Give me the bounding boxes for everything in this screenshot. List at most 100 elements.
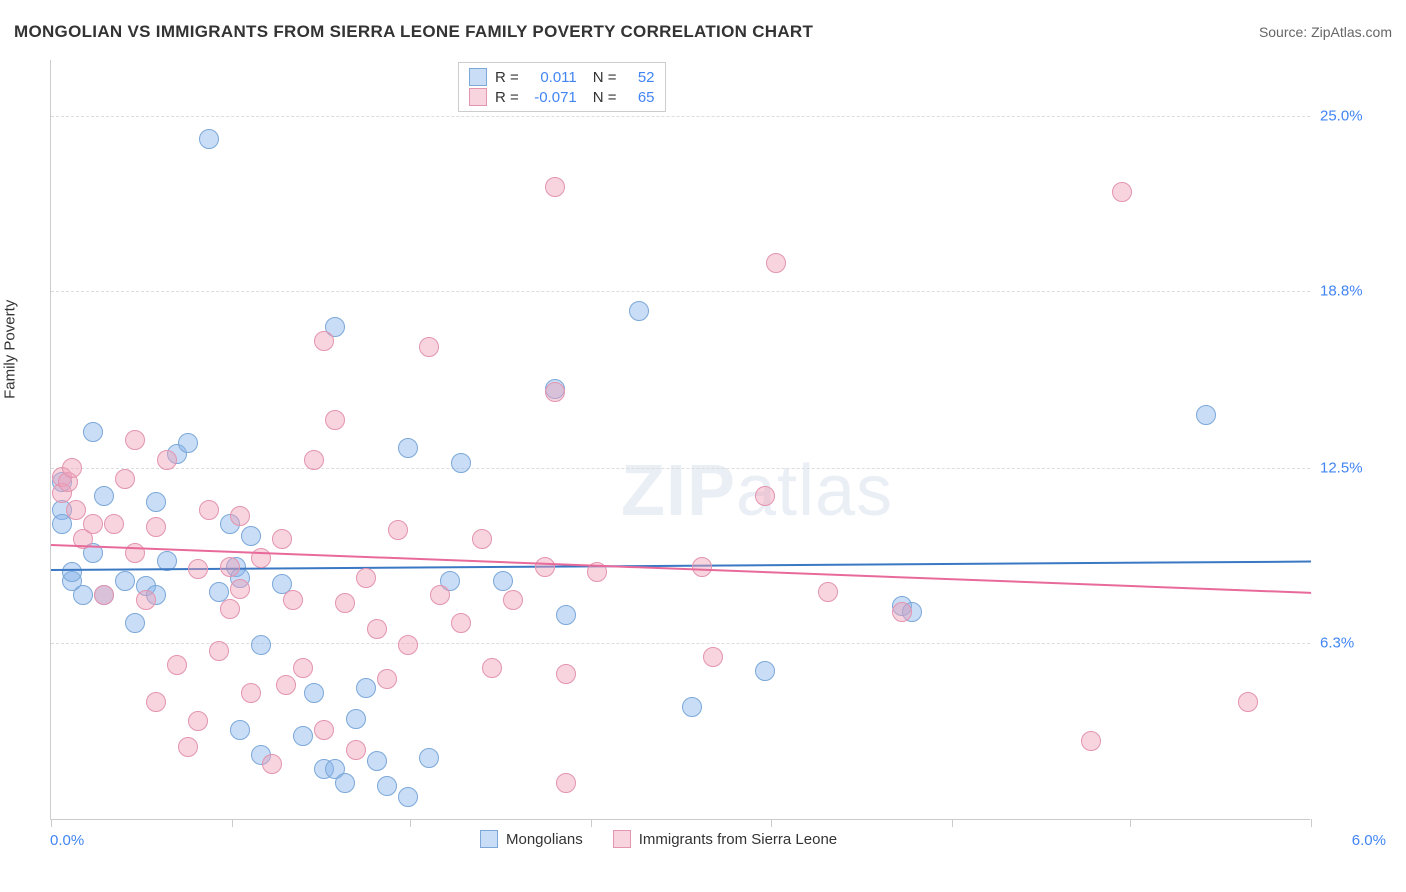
data-point [178, 433, 198, 453]
data-point [892, 602, 912, 622]
stats-row-0: R = 0.011 N = 52 [469, 67, 655, 87]
data-point [377, 669, 397, 689]
x-axis-min-label: 0.0% [50, 832, 84, 849]
swatch-series-0 [469, 68, 487, 86]
data-point [136, 590, 156, 610]
data-point [188, 559, 208, 579]
n-value-1: 65 [625, 89, 655, 106]
data-point [251, 635, 271, 655]
watermark-zip: ZIP [621, 451, 736, 531]
y-tick-label: 25.0% [1320, 108, 1390, 125]
stats-legend: R = 0.011 N = 52 R = -0.071 N = 65 [458, 62, 666, 112]
data-point [451, 453, 471, 473]
data-point [304, 450, 324, 470]
data-point [493, 571, 513, 591]
n-value-0: 52 [625, 69, 655, 86]
gridline [51, 468, 1310, 469]
data-point [146, 692, 166, 712]
data-point [1238, 692, 1258, 712]
data-point [83, 422, 103, 442]
data-point [755, 486, 775, 506]
data-point [1196, 405, 1216, 425]
r-label-1: R = [495, 89, 519, 106]
y-tick-label: 18.8% [1320, 282, 1390, 299]
data-point [1112, 182, 1132, 202]
data-point [503, 590, 523, 610]
data-point [755, 661, 775, 681]
data-point [115, 571, 135, 591]
data-point [398, 438, 418, 458]
data-point [367, 751, 387, 771]
x-tick [410, 819, 411, 827]
y-tick-label: 6.3% [1320, 634, 1390, 651]
data-point [335, 773, 355, 793]
data-point [356, 568, 376, 588]
data-point [230, 720, 250, 740]
data-point [766, 253, 786, 273]
legend-item-1: Immigrants from Sierra Leone [613, 830, 837, 848]
data-point [62, 458, 82, 478]
x-tick [232, 819, 233, 827]
data-point [545, 382, 565, 402]
data-point [230, 579, 250, 599]
data-point [325, 410, 345, 430]
data-point [356, 678, 376, 698]
data-point [703, 647, 723, 667]
data-point [157, 450, 177, 470]
data-point [692, 557, 712, 577]
data-point [94, 585, 114, 605]
data-point [398, 635, 418, 655]
legend-item-0: Mongolians [480, 830, 583, 848]
data-point [818, 582, 838, 602]
legend-label-1: Immigrants from Sierra Leone [639, 831, 837, 848]
y-axis-title: Family Poverty [2, 300, 19, 399]
data-point [293, 658, 313, 678]
legend-swatch-1 [613, 830, 631, 848]
data-point [178, 737, 198, 757]
y-tick-label: 12.5% [1320, 460, 1390, 477]
data-point [314, 720, 334, 740]
data-point [125, 543, 145, 563]
data-point [398, 787, 418, 807]
x-tick [1130, 819, 1131, 827]
data-point [451, 613, 471, 633]
data-point [283, 590, 303, 610]
data-point [482, 658, 502, 678]
data-point [220, 557, 240, 577]
data-point [146, 492, 166, 512]
data-point [1081, 731, 1101, 751]
data-point [346, 740, 366, 760]
data-point [125, 613, 145, 633]
n-label-0: N = [593, 69, 617, 86]
x-tick [51, 819, 52, 827]
data-point [73, 585, 93, 605]
data-point [367, 619, 387, 639]
r-value-1: -0.071 [527, 89, 577, 106]
x-tick [591, 819, 592, 827]
data-point [272, 529, 292, 549]
data-point [293, 726, 313, 746]
n-label-1: N = [593, 89, 617, 106]
x-tick [952, 819, 953, 827]
legend-label-0: Mongolians [506, 831, 583, 848]
data-point [83, 514, 103, 534]
data-point [629, 301, 649, 321]
source-label: Source: ZipAtlas.com [1259, 24, 1392, 40]
data-point [419, 337, 439, 357]
data-point [241, 526, 261, 546]
r-label-0: R = [495, 69, 519, 86]
data-point [472, 529, 492, 549]
x-tick [771, 819, 772, 827]
data-point [241, 683, 261, 703]
data-point [377, 776, 397, 796]
swatch-series-1 [469, 88, 487, 106]
r-value-0: 0.011 [527, 69, 577, 86]
bottom-legend: Mongolians Immigrants from Sierra Leone [480, 830, 837, 848]
data-point [430, 585, 450, 605]
data-point [199, 500, 219, 520]
gridline [51, 291, 1310, 292]
data-point [388, 520, 408, 540]
x-axis-max-label: 6.0% [1352, 832, 1386, 849]
data-point [556, 605, 576, 625]
data-point [167, 655, 187, 675]
